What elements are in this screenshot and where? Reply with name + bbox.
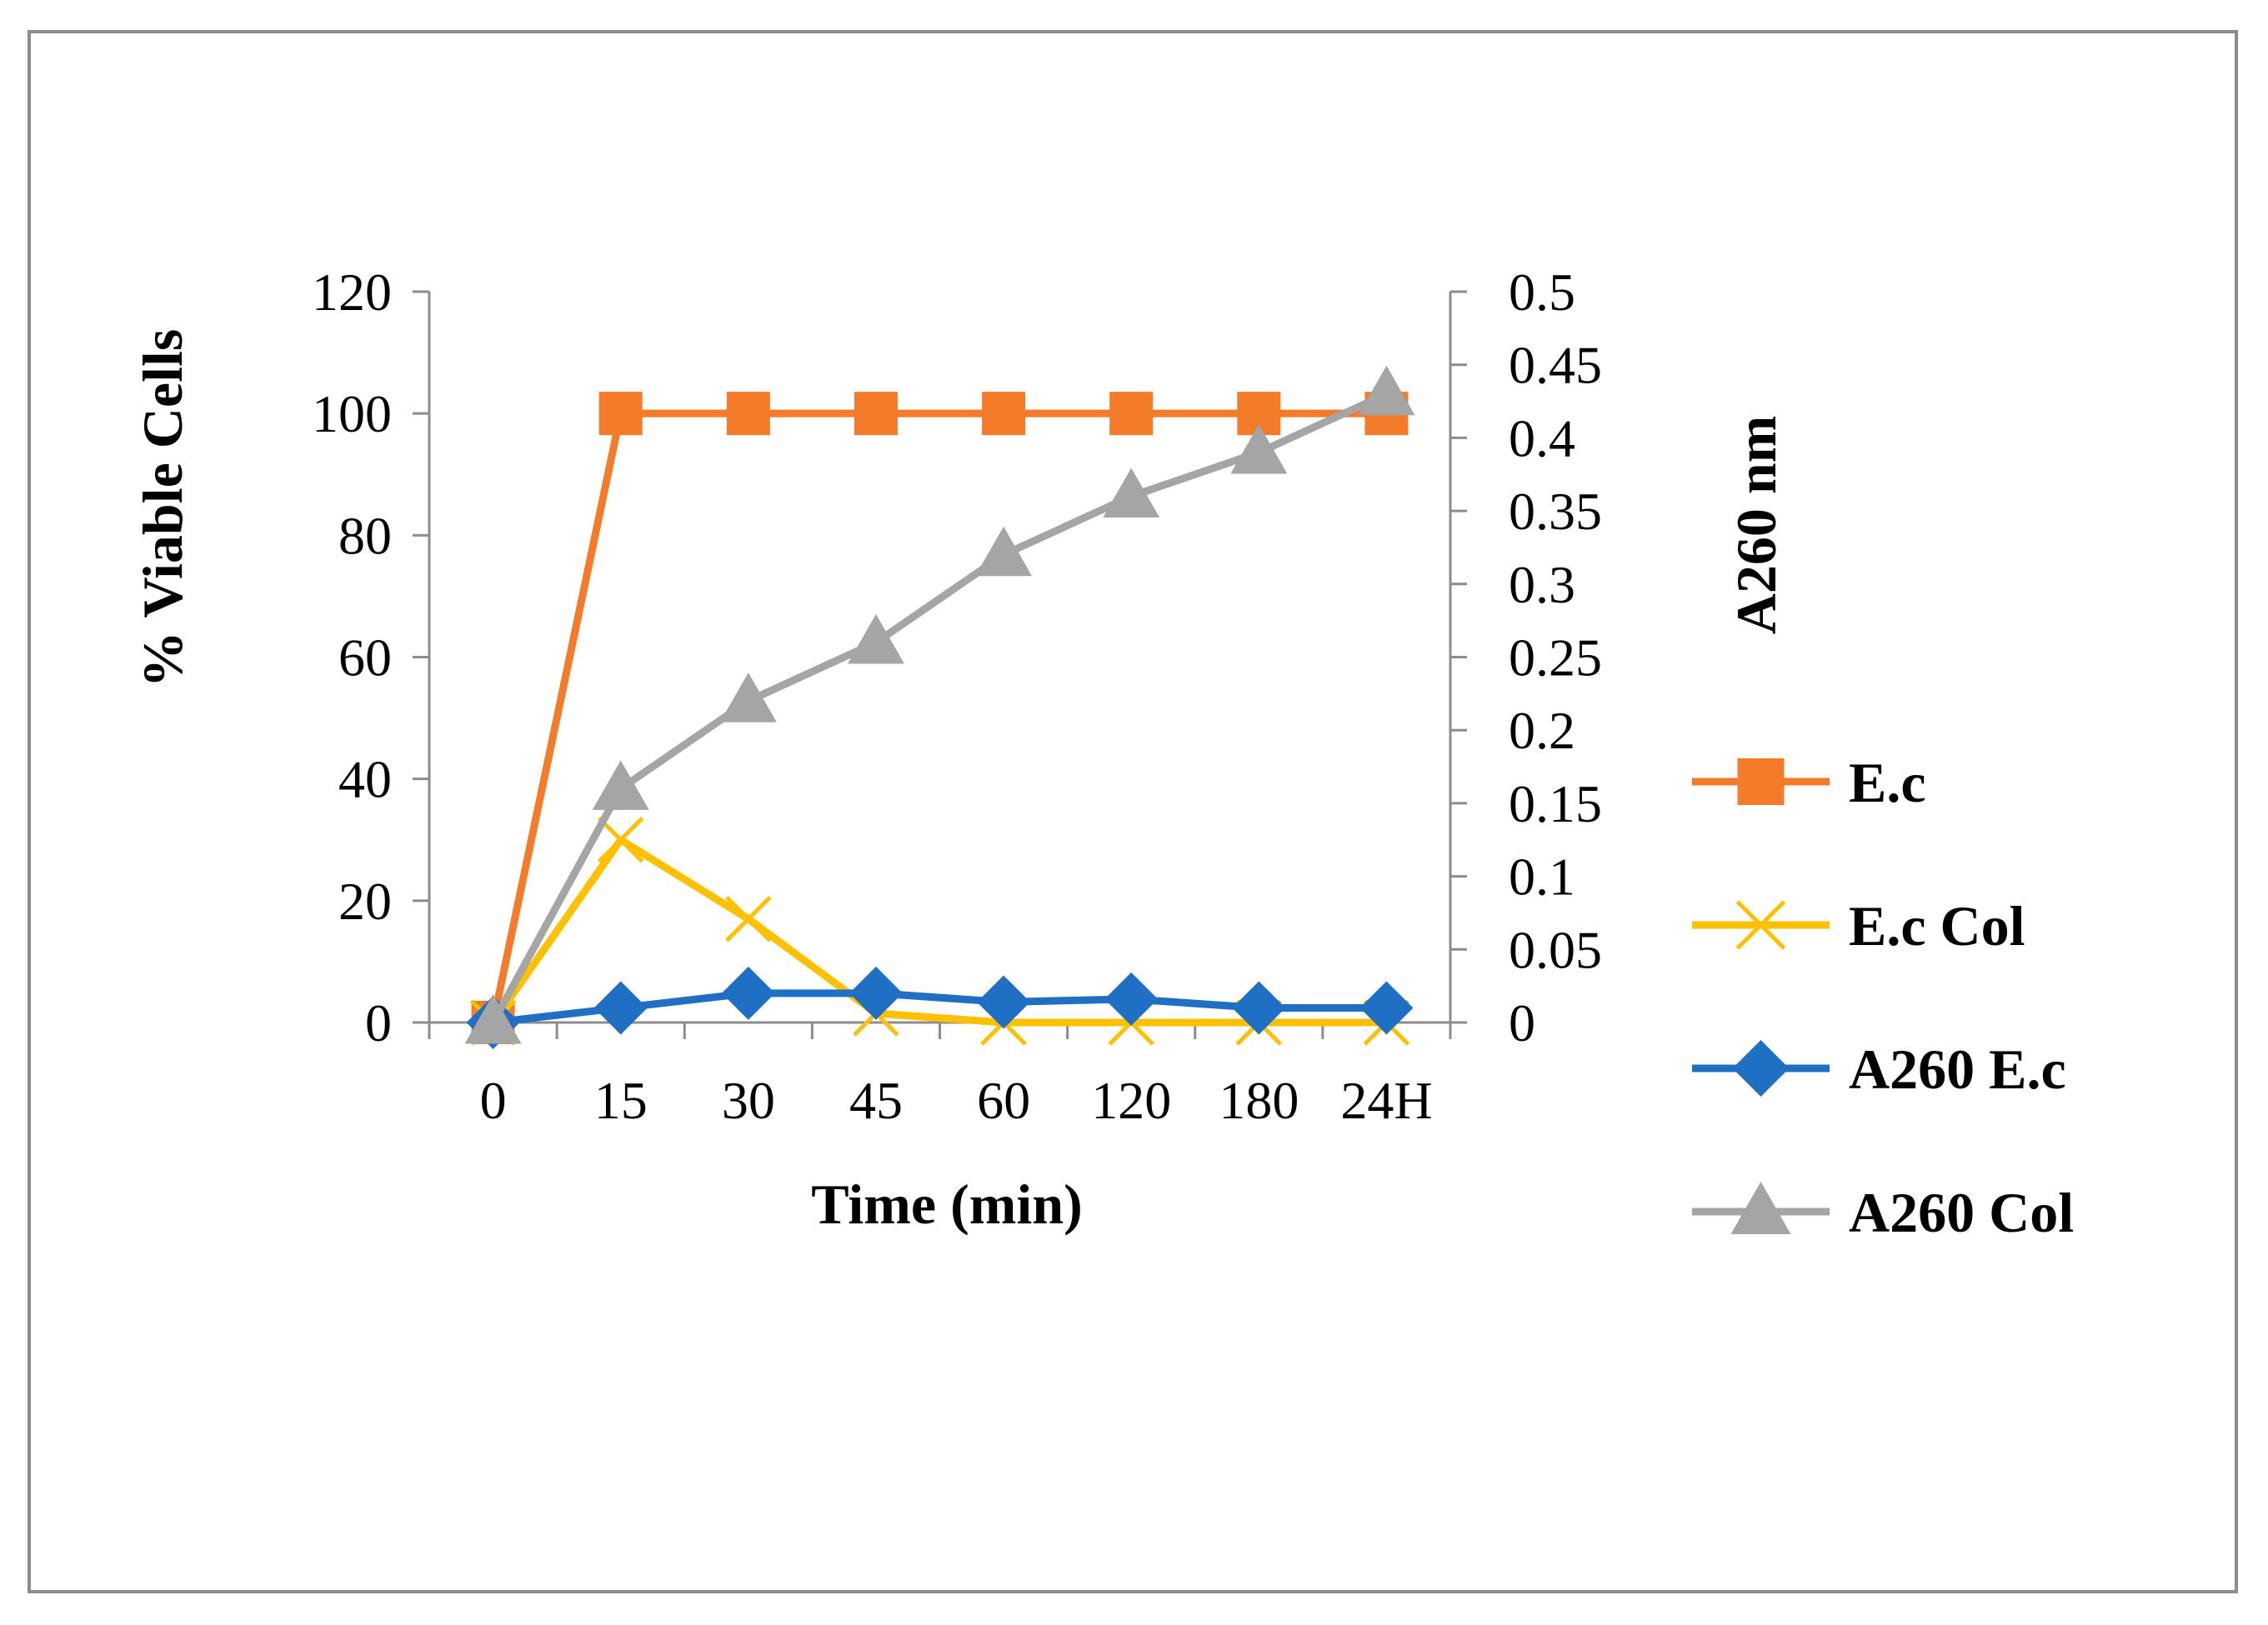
- left-tick-label: 20: [338, 872, 392, 931]
- x-tick-label: 120: [1091, 1071, 1171, 1130]
- data-point-a260-col: [1103, 468, 1160, 518]
- right-tick-label: 0.15: [1509, 774, 1602, 833]
- legend-marker: [1735, 900, 1786, 950]
- x-tick-label: 30: [722, 1071, 775, 1130]
- legend-marker: [1737, 758, 1785, 805]
- left-tick-label: 60: [338, 628, 392, 688]
- series-line-a260-col: [489, 390, 1389, 1025]
- legend: E.c E.c Col A260 E.c A260 Col: [1692, 751, 2074, 1244]
- data-point-a260-e-c: [977, 975, 1031, 1029]
- data-point-e-c: [726, 392, 770, 436]
- legend-label: E.c: [1849, 751, 1926, 814]
- right-tick-label: 0.45: [1509, 336, 1602, 395]
- right-tick-label: 0.35: [1509, 482, 1602, 541]
- right-tick-label: 0.25: [1509, 628, 1602, 688]
- data-point-a260-e-c: [721, 966, 775, 1020]
- x-tick-label: 0: [480, 1071, 507, 1130]
- left-tick-label: 100: [312, 384, 392, 443]
- legend-marker: [1732, 1040, 1790, 1097]
- data-point-e-c: [982, 392, 1026, 436]
- legend-item-a260-col: A260 Col: [1692, 1181, 2074, 1244]
- left-tick-label: 80: [338, 506, 392, 565]
- legend-item-a260-e-c: A260 E.c: [1692, 1038, 2066, 1101]
- left-tick-label: 40: [338, 750, 392, 809]
- legend-item-e-c-col: E.c Col: [1692, 894, 2025, 958]
- data-point-a260-col: [1358, 365, 1415, 416]
- series-layer: [464, 365, 1415, 1049]
- right-tick-label: 0.1: [1509, 848, 1575, 907]
- y-axis-title: % Viable Cells: [131, 329, 194, 688]
- chart-frame: [28, 30, 2238, 1593]
- legend-label: E.c Col: [1849, 894, 2025, 958]
- right-tick-label: 0.3: [1509, 555, 1575, 614]
- x-marker-stroke: [1735, 900, 1786, 950]
- x-tick-label: 180: [1219, 1071, 1299, 1130]
- left-tick-label: 120: [312, 262, 392, 322]
- data-point-a260-col: [464, 994, 522, 1044]
- x-tick-label: 60: [977, 1071, 1030, 1130]
- data-point-a260-col: [719, 672, 777, 722]
- legend-label: A260 E.c: [1849, 1038, 2066, 1101]
- right-axis: 0 0.05 0.1 0.15 0.2 0.25 0.3 0.35 0.4 0.45 0.5: [1449, 262, 1602, 1052]
- data-point-e-c: [854, 392, 898, 436]
- data-point-a260-e-c: [1232, 981, 1286, 1035]
- data-point-a260-e-c: [1359, 981, 1414, 1035]
- series-a260-col: [464, 365, 1415, 1044]
- y2-axis-title: A260 nm: [1725, 416, 1788, 635]
- x-tick-label: 24H: [1340, 1071, 1432, 1130]
- right-tick-label: 0.4: [1509, 408, 1575, 468]
- series-e-c: [471, 392, 1409, 1044]
- data-point-a260-e-c: [1104, 972, 1159, 1026]
- right-tick-label: 0.2: [1509, 701, 1575, 760]
- data-point-e-c: [1109, 392, 1154, 436]
- data-point-a260-col: [592, 760, 649, 810]
- right-tick-label: 0: [1509, 993, 1535, 1052]
- data-point-a260-e-c: [849, 966, 903, 1020]
- right-tick-label: 0.5: [1509, 262, 1575, 322]
- series-line-e-c-col: [489, 836, 1387, 1027]
- data-point-e-c: [598, 392, 643, 436]
- x-tick-label: 15: [594, 1071, 648, 1130]
- x-axis-title: Time (min): [811, 1172, 1083, 1236]
- left-axis: 0 20 40 60 80 100 120: [312, 262, 431, 1052]
- data-point-a260-col: [975, 526, 1033, 577]
- legend-item-e-c: E.c: [1692, 751, 1926, 814]
- right-tick-label: 0.05: [1509, 920, 1602, 979]
- x-marker-stroke: [725, 895, 772, 942]
- data-point-e-c-col: [597, 816, 644, 863]
- x-tick-label: 45: [849, 1071, 903, 1130]
- data-point-e-c-col: [725, 895, 772, 942]
- left-tick-label: 0: [365, 993, 392, 1052]
- legend-label: A260 Col: [1849, 1181, 2074, 1244]
- data-point-a260-col: [847, 613, 904, 664]
- series-a260-e-c: [466, 966, 1414, 1049]
- legend-marker: [1730, 1182, 1791, 1234]
- x-marker-stroke: [597, 816, 644, 863]
- data-point-a260-col: [1230, 423, 1288, 474]
- data-point-a260-e-c: [593, 981, 648, 1035]
